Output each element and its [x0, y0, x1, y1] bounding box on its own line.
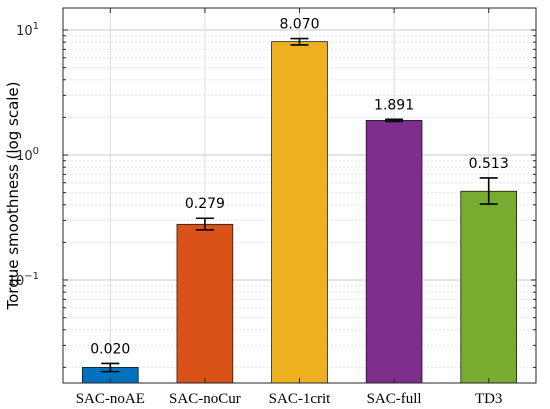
bars [81, 41, 518, 384]
data-label-SAC-full: 1.891 [374, 97, 414, 113]
error-bar-TD3 [479, 177, 498, 205]
y-axis-ticks: 101 100 10−1 [8, 21, 536, 368]
error-bar-SAC-noAE [101, 362, 120, 373]
x-tick-label-SAC-noAE: SAC-noAE [76, 391, 145, 407]
data-label-SAC-noAE: 0.020 [90, 341, 130, 357]
error-bar-SAC-noCur [195, 217, 214, 231]
x-tick-label-SAC-noCur: SAC-noCur [169, 391, 241, 407]
bar-SAC-full [365, 120, 423, 384]
error-bars [101, 37, 498, 373]
bar-SAC-noCur [176, 223, 234, 384]
y-axis-label: Torque smoothness (log scale) [4, 81, 22, 310]
bar-TD3 [460, 190, 518, 384]
data-label-SAC-noCur: 0.279 [185, 196, 225, 212]
bar-SAC-1crit [271, 41, 328, 384]
x-tick-label-TD3: TD3 [475, 391, 503, 407]
x-tick-label-SAC-full: SAC-full [367, 391, 422, 407]
y-tick-label: 100 [16, 146, 39, 164]
x-tick-label-SAC-1crit: SAC-1crit [269, 391, 331, 407]
y-tick-label: 10−1 [8, 271, 39, 289]
error-bar-SAC-full [385, 118, 404, 123]
data-label-SAC-1crit: 8.070 [279, 17, 319, 33]
data-labels: 0.020 0.279 8.070 1.891 0.513 [90, 17, 508, 358]
error-bar-SAC-1crit [290, 37, 309, 46]
data-label-TD3: 0.513 [469, 156, 509, 172]
y-tick-label: 101 [16, 21, 39, 39]
x-axis-ticks: SAC-noAE SAC-noCur SAC-1crit SAC-full TD3 [76, 8, 503, 407]
